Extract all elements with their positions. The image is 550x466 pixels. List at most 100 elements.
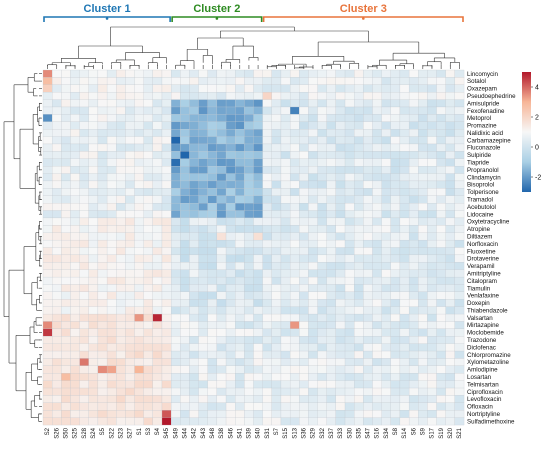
heatmap-cell bbox=[125, 239, 135, 248]
heatmap-cell bbox=[445, 284, 456, 293]
heatmap-cell bbox=[171, 343, 181, 352]
heatmap-cell bbox=[363, 321, 373, 330]
heatmap-cell bbox=[344, 136, 355, 145]
heatmap-cell bbox=[326, 99, 337, 108]
heatmap-cell bbox=[418, 343, 428, 352]
heatmap-cell bbox=[161, 173, 172, 182]
heatmap-cell bbox=[418, 121, 428, 130]
heatmap-cell bbox=[326, 336, 337, 344]
heatmap-cell bbox=[42, 166, 53, 174]
heatmap-cell bbox=[335, 225, 346, 233]
heatmap-cell bbox=[335, 254, 346, 263]
column-label: S13 bbox=[292, 427, 298, 438]
heatmap-cell bbox=[381, 410, 391, 418]
heatmap-cell bbox=[106, 188, 117, 196]
heatmap-cell bbox=[42, 203, 53, 211]
heatmap-cell bbox=[262, 217, 272, 226]
heatmap-cell bbox=[436, 114, 446, 122]
heatmap-cell bbox=[216, 217, 227, 226]
row-label: Doxepin bbox=[467, 300, 490, 307]
heatmap-cell bbox=[427, 217, 437, 226]
heatmap-cell bbox=[171, 225, 181, 233]
heatmap-cell bbox=[262, 232, 272, 241]
heatmap-cell bbox=[253, 188, 263, 196]
heatmap-cell bbox=[280, 299, 291, 307]
heatmap-cell bbox=[271, 247, 282, 256]
heatmap-cell bbox=[152, 188, 163, 196]
heatmap-cell bbox=[354, 417, 364, 426]
heatmap-cell bbox=[427, 350, 437, 359]
heatmap-cell bbox=[134, 402, 144, 411]
heatmap-cell bbox=[134, 151, 144, 159]
heatmap-cell bbox=[235, 276, 245, 285]
heatmap-cell bbox=[216, 136, 227, 145]
heatmap-cell bbox=[42, 143, 53, 152]
heatmap-cell bbox=[225, 77, 236, 85]
heatmap-cell bbox=[418, 247, 428, 256]
heatmap-cell bbox=[189, 195, 199, 204]
heatmap-cell bbox=[271, 217, 282, 226]
heatmap-cell bbox=[225, 284, 236, 293]
heatmap-cell bbox=[70, 358, 80, 367]
column-label: S41 bbox=[237, 427, 243, 438]
heatmap-cell bbox=[399, 402, 410, 411]
heatmap-cell bbox=[88, 299, 99, 307]
heatmap-cell bbox=[381, 387, 391, 396]
heatmap-cell bbox=[106, 276, 117, 285]
heatmap-cell bbox=[372, 225, 382, 233]
heatmap-cell bbox=[363, 210, 373, 219]
heatmap-cell bbox=[399, 173, 410, 182]
heatmap-cell bbox=[180, 210, 190, 219]
heatmap-cell bbox=[125, 328, 135, 337]
heatmap-cell bbox=[70, 77, 80, 85]
heatmap-cell bbox=[61, 225, 71, 233]
heatmap-cell bbox=[106, 106, 117, 115]
heatmap-cell bbox=[335, 306, 346, 315]
heatmap-cell bbox=[52, 143, 62, 152]
heatmap-cell bbox=[390, 77, 401, 85]
heatmap-cell bbox=[408, 136, 419, 145]
heatmap-cell bbox=[189, 99, 199, 108]
heatmap-cell bbox=[344, 247, 355, 256]
heatmap-cell bbox=[235, 254, 245, 263]
heatmap-cell bbox=[271, 373, 282, 381]
heatmap-cell bbox=[198, 269, 208, 278]
heatmap-cell bbox=[299, 269, 309, 278]
heatmap-cell bbox=[326, 395, 337, 403]
heatmap-cell bbox=[299, 143, 309, 152]
heatmap-cell bbox=[116, 129, 126, 137]
heatmap-cell bbox=[171, 84, 181, 93]
heatmap-cell bbox=[326, 143, 337, 152]
heatmap-cell bbox=[289, 203, 300, 211]
heatmap-cell bbox=[335, 203, 346, 211]
heatmap-cell bbox=[344, 151, 355, 159]
heatmap-cell bbox=[289, 121, 300, 130]
heatmap-cell bbox=[399, 92, 410, 100]
heatmap-cell bbox=[143, 129, 153, 137]
heatmap-cell bbox=[363, 166, 373, 174]
heatmap-cell bbox=[344, 254, 355, 263]
heatmap-cell bbox=[390, 151, 401, 159]
heatmap-cell bbox=[116, 217, 126, 226]
heatmap-cell bbox=[189, 395, 199, 403]
heatmap-cell bbox=[161, 121, 172, 130]
heatmap-cell bbox=[454, 173, 465, 182]
heatmap-cell bbox=[280, 232, 291, 241]
heatmap-cell bbox=[61, 173, 71, 182]
heatmap-cell bbox=[225, 365, 236, 374]
heatmap-cell bbox=[216, 121, 227, 130]
heatmap-cell bbox=[390, 84, 401, 93]
heatmap-cell bbox=[399, 395, 410, 403]
heatmap-cell bbox=[52, 158, 62, 167]
heatmap-cell bbox=[143, 291, 153, 300]
heatmap-cell bbox=[143, 143, 153, 152]
heatmap-cell bbox=[262, 188, 272, 196]
heatmap-cell bbox=[253, 417, 263, 426]
heatmap-cell bbox=[418, 92, 428, 100]
heatmap-cell bbox=[408, 276, 419, 285]
heatmap-cell bbox=[372, 166, 382, 174]
heatmap-cell bbox=[381, 343, 391, 352]
heatmap-cell bbox=[289, 387, 300, 396]
heatmap-cell bbox=[445, 254, 456, 263]
heatmap-cell bbox=[317, 195, 327, 204]
